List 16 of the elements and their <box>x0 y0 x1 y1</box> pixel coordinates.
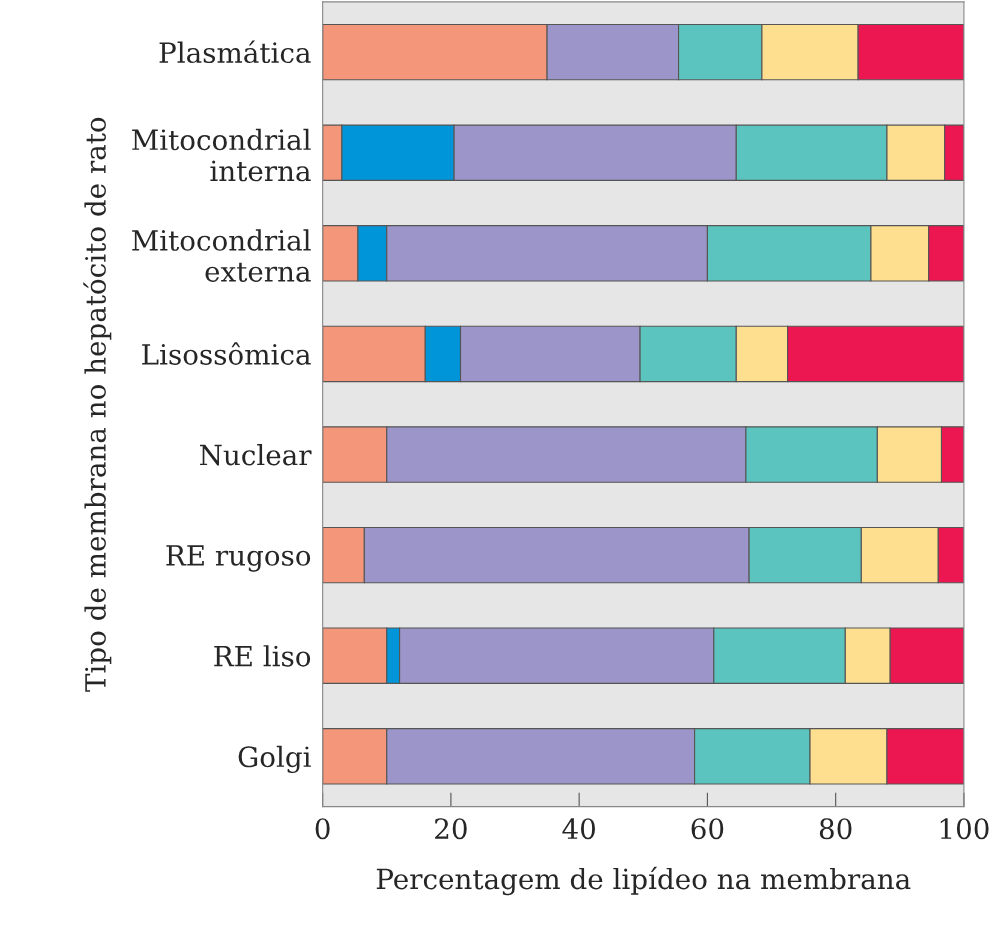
y-tick-label: Mitocondrial externa <box>132 229 311 282</box>
y-tick-label: Plasmática <box>159 40 311 64</box>
x-tick-label: 40 <box>562 818 595 840</box>
y-tick-label: Golgi <box>238 745 311 774</box>
x-axis-title: Percentagem de lipídeo na membrana <box>376 866 911 896</box>
y-tick-label: RE liso <box>214 645 311 667</box>
y-axis-title: Tipo de membrana no hepatócito de rato <box>83 117 112 692</box>
x-tick-label: 0 <box>315 818 330 840</box>
y-tick-label: Lisossômica <box>142 342 311 365</box>
y-tick-label: Nuclear <box>199 443 312 466</box>
x-tick-label: 80 <box>819 818 852 840</box>
x-tick-label: 100 <box>940 818 989 840</box>
y-tick-label: Mitocondrial interna <box>132 128 311 182</box>
x-tick-label: 20 <box>435 818 467 840</box>
x-tick-label: 60 <box>691 818 724 840</box>
y-tick-label: RE rugoso <box>166 545 311 572</box>
